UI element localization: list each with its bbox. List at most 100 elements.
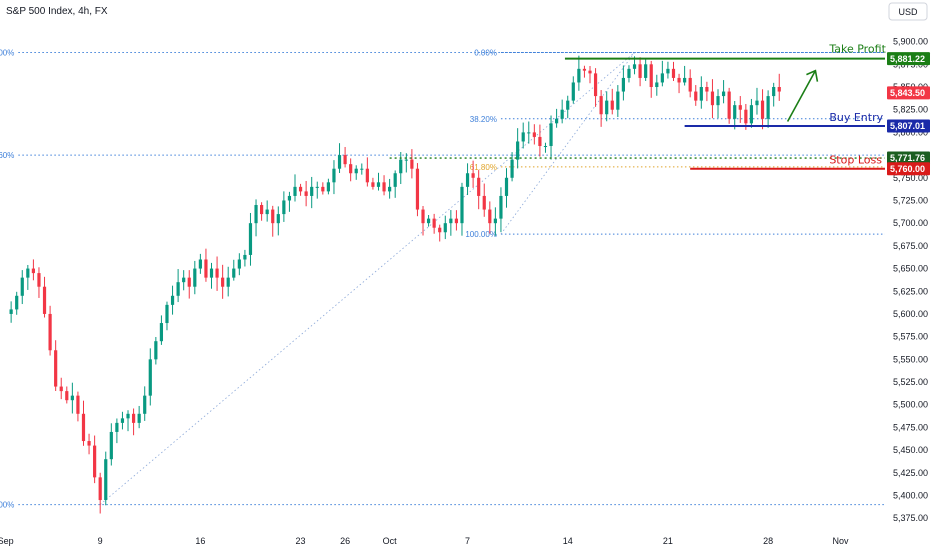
candle-body-10 [59,386,63,392]
candle-body-43 [243,254,247,260]
candle-body-69 [388,186,392,192]
candle-body-35 [198,259,202,269]
candle-body-8 [48,313,52,351]
candle-body-65 [365,168,369,183]
time-axis: Sep 9 16 23 26 Oct 7 14 21 28 Nov [0,536,849,546]
fib-large-label-1: 23.60% [0,151,14,160]
candle-body-88 [493,218,497,224]
candle-body-83 [465,173,470,187]
currency-button[interactable]: USD [888,2,928,21]
candle-body-55 [310,186,314,196]
y-tick-label-9: 5,675.00 [893,241,928,251]
candle-body-95 [532,132,536,137]
candle-body-33 [187,277,191,287]
candle-body-29 [165,304,169,324]
candle-body-71 [399,159,403,174]
stop-loss-badge-bg [887,162,930,176]
candles-layer [9,55,781,514]
candle-body-23 [131,413,136,423]
candle-body-68 [382,182,386,192]
candle-body-54 [304,191,308,196]
candle-body-52 [293,186,297,196]
fib-large-trend [99,52,635,505]
x-tick-label-1: 9 [98,536,103,546]
buy-entry-badge-bg [887,119,930,133]
candle-body-72 [404,159,408,161]
candle-body-120 [671,68,676,78]
x-tick-label-9: 28 [763,536,773,546]
candle-body-41 [232,268,236,278]
y-tick-label-19: 5,425.00 [893,468,928,478]
candle-body-39 [221,277,225,287]
candle-body-34 [193,268,197,287]
y-tick-label-21: 5,375.00 [893,513,928,523]
candle-body-78 [438,227,442,233]
candle-body-82 [460,186,464,224]
candle-body-122 [683,77,687,83]
candle-body-84 [471,173,475,178]
candle-body-67 [376,182,381,187]
candle-body-25 [143,395,147,414]
candle-body-5 [31,268,35,274]
current-price-badge-bg [887,86,930,100]
candle-body-46 [260,205,264,215]
candle-body-108 [605,100,609,115]
candle-body-132 [738,105,742,110]
candle-body-26 [148,359,152,396]
candle-body-134 [749,105,754,124]
fib-large-label-0: 0.00% [0,49,14,58]
candle-body-113 [632,64,637,69]
candle-body-104 [582,68,587,71]
x-tick-label-10: Nov [832,536,849,546]
y-tick-label-15: 5,525.00 [893,377,928,387]
fib-small-trend [500,52,635,235]
candle-body-9 [54,350,58,387]
candle-body-18 [104,459,108,501]
y-tick-label-12: 5,600.00 [893,309,928,319]
candle-body-100 [560,109,564,119]
candle-body-53 [298,186,303,192]
chart-title: S&P 500 Index, 4h, FX [6,6,108,17]
candle-body-111 [621,77,625,92]
candle-body-102 [571,82,575,101]
current-price-badge-text: 5,843.50 [890,88,925,98]
candle-body-56 [315,186,319,188]
x-tick-label-5: Oct [383,536,398,546]
buy-entry-label: Buy Entry [829,111,883,124]
candle-body-75 [421,209,425,224]
candle-body-119 [666,68,670,74]
take-profit-label: Take Profit [828,43,886,56]
candle-body-14 [81,413,86,442]
candle-body-21 [120,418,125,423]
candle-body-1 [9,309,13,314]
candle-body-101 [566,100,570,110]
candle-body-105 [588,70,592,74]
candle-body-81 [454,218,459,224]
candle-body-97 [543,146,548,148]
fib-large-label-2: 100.00% [0,501,14,510]
candle-body-19 [109,431,113,460]
candle-body-60 [337,155,342,169]
candle-body-138 [772,87,776,97]
levels-layer: Take Profit Buy Entry Stop Loss [389,43,887,170]
fib-small-label-3: 100.00% [465,230,497,239]
candle-body-96 [538,136,542,147]
candle-body-61 [343,155,347,165]
fib-small-label-2: 61.80% [470,163,497,172]
x-tick-label-0: Sep [0,536,14,546]
candle-body-36 [204,259,208,278]
candle-body-124 [694,91,698,101]
y-tick-label-0: 5,900.00 [893,37,928,47]
candle-body-50 [282,200,286,215]
candle-body-85 [477,177,481,196]
candle-body-77 [432,218,436,228]
candle-body-58 [326,182,330,192]
y-tick-label-8: 5,700.00 [893,218,928,228]
candle-body-22 [126,413,130,419]
candle-body-90 [504,177,509,196]
x-tick-label-2: 16 [195,536,205,546]
support-badge-text: 5,771.76 [890,153,925,163]
candle-body-136 [760,100,765,119]
